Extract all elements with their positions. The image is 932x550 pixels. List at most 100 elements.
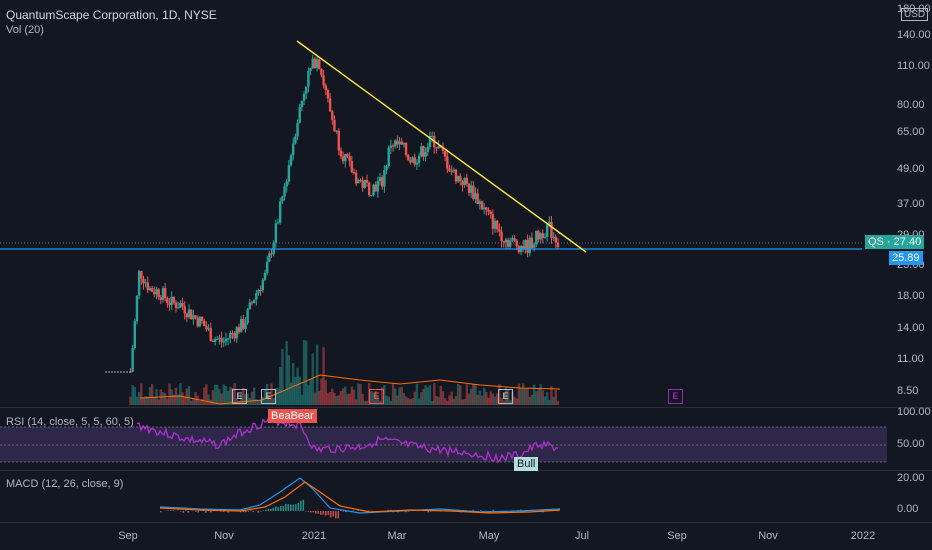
candle-body	[461, 181, 464, 186]
currency-badge[interactable]: USD	[901, 8, 929, 21]
volume-bar	[394, 388, 397, 405]
candle-body	[328, 98, 332, 112]
candle-body	[385, 165, 388, 170]
macd-histogram-bar	[397, 511, 400, 513]
macd-histogram-bar	[345, 511, 347, 513]
volume-bar	[420, 392, 423, 405]
candle-body	[398, 141, 401, 145]
time-axis-separator	[0, 522, 932, 523]
candle-body	[187, 309, 191, 318]
candle-body	[452, 169, 456, 172]
volume-bar	[498, 384, 501, 405]
volume-bar	[433, 383, 436, 405]
candle-body	[415, 162, 419, 165]
time-axis-tick: Jul	[574, 530, 590, 542]
volume-bar	[482, 387, 486, 405]
volume-bar	[140, 383, 143, 405]
candle-body	[446, 156, 449, 169]
rsi-indicator-label[interactable]: RSI (14, close, 5, 5, 60, 5)	[6, 416, 134, 428]
symbol-title[interactable]: QuantumScape Corporation, 1D, NYSE	[6, 8, 217, 22]
volume-bar	[380, 387, 384, 405]
volume-bar	[524, 388, 527, 405]
earnings-marker[interactable]: E	[232, 389, 247, 404]
candle-body	[211, 340, 215, 342]
candle-body	[144, 282, 147, 284]
candle-body	[244, 322, 247, 329]
volume-bar	[268, 397, 271, 405]
macd-histogram-bar	[387, 509, 390, 511]
volume-bar	[135, 396, 139, 405]
volume-bar	[335, 395, 338, 405]
volume-indicator-label[interactable]: Vol (20)	[6, 24, 44, 36]
volume-bar	[322, 347, 325, 405]
volume-bar	[157, 399, 160, 405]
volume-bar	[496, 393, 499, 405]
candle-body	[194, 315, 197, 318]
volume-bar	[424, 385, 427, 405]
candle-body	[459, 175, 462, 182]
volume-bar	[352, 389, 356, 405]
candle-body	[550, 221, 553, 238]
candle-body	[428, 135, 432, 147]
candle-body	[174, 302, 178, 309]
macd-histogram-bar	[300, 500, 302, 511]
macd-histogram-bar	[247, 511, 250, 512]
volume-bar	[150, 384, 154, 405]
candle-body	[380, 177, 384, 187]
candle-body	[552, 236, 555, 238]
candle-body	[554, 236, 558, 243]
macd-histogram-bar	[480, 510, 482, 511]
volume-bar	[187, 386, 191, 405]
candle-body	[235, 327, 238, 339]
candle-body	[524, 239, 527, 250]
volume-bar	[250, 391, 254, 405]
macd-indicator-label[interactable]: MACD (12, 26, close, 9)	[6, 478, 124, 490]
candle-body	[207, 328, 210, 330]
candle-body	[203, 321, 206, 327]
candle-body	[400, 141, 403, 145]
earnings-marker[interactable]: E	[369, 389, 384, 404]
candle-body	[257, 289, 260, 294]
macd-histogram-bar	[257, 511, 260, 513]
candle-body	[352, 172, 356, 174]
pane-separator[interactable]	[0, 407, 932, 408]
candle-body	[539, 233, 542, 240]
macd-histogram-bar	[315, 511, 317, 514]
candle-body	[170, 296, 173, 306]
candle-body	[359, 180, 362, 182]
volume-bar	[463, 398, 466, 405]
candle-body	[537, 230, 540, 240]
candle-body	[363, 180, 367, 188]
candle-body	[318, 59, 321, 69]
macd-histogram-bar	[290, 504, 292, 511]
candle-body	[435, 147, 438, 149]
macd-histogram-bar	[520, 509, 522, 511]
volume-bar	[469, 388, 473, 405]
candle-body	[300, 100, 304, 108]
candle-body	[320, 68, 323, 76]
volume-bar	[459, 385, 462, 405]
volume-bar	[554, 390, 558, 405]
earnings-marker[interactable]: E	[261, 389, 276, 404]
candle-body	[341, 156, 345, 162]
earnings-marker[interactable]: E	[498, 389, 513, 404]
macd-histogram-bar	[252, 511, 255, 513]
volume-bar	[348, 393, 351, 405]
macd-histogram-bar	[335, 511, 337, 519]
volume-bar	[328, 392, 332, 405]
time-axis-tick: Nov	[214, 530, 234, 542]
candle-body	[333, 119, 336, 132]
volume-bar	[166, 398, 169, 405]
candle-body	[378, 177, 382, 181]
pane-separator[interactable]	[0, 470, 932, 471]
macd-histogram-bar	[337, 511, 340, 519]
rsi-bear-divergence-label: BeaBear	[268, 409, 317, 423]
volume-bar	[528, 396, 531, 405]
candle-body	[420, 146, 423, 156]
time-axis-tick: Mar	[387, 530, 407, 542]
candle-body	[298, 107, 301, 123]
candle-body	[430, 135, 434, 137]
earnings-marker-upcoming[interactable]: E	[668, 389, 683, 404]
